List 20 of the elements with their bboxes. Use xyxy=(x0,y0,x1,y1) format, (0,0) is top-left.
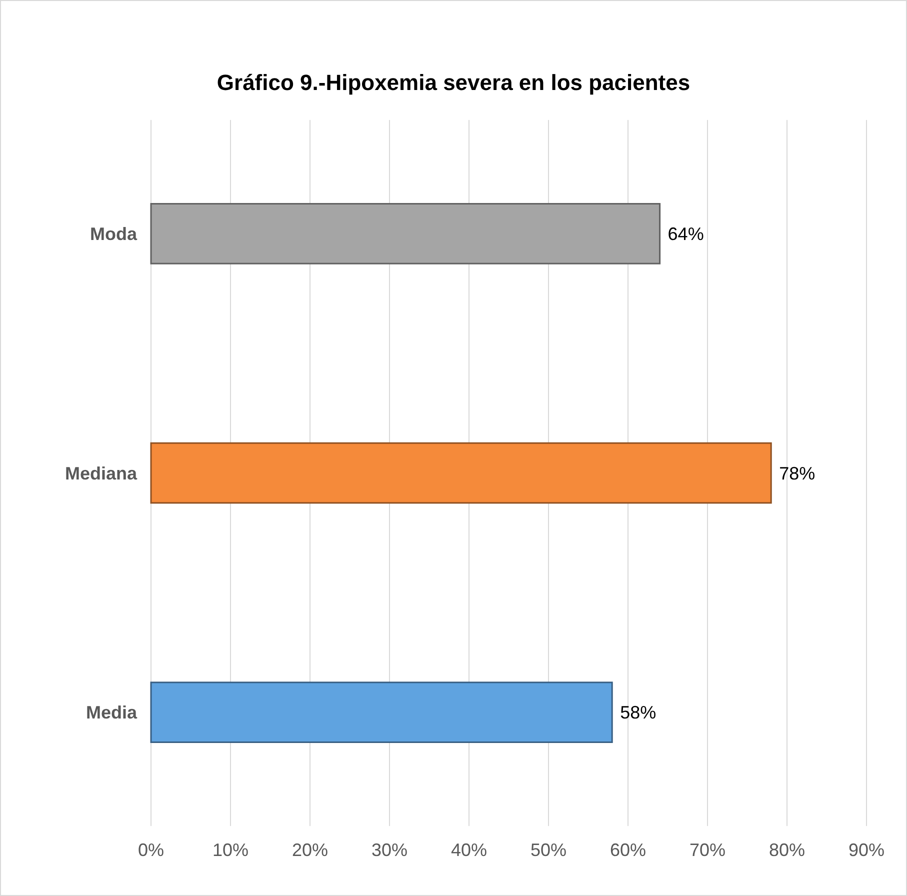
x-tick-label: 30% xyxy=(371,840,408,860)
x-tick-label: 80% xyxy=(768,840,806,860)
x-tick-label: 90% xyxy=(848,840,885,860)
data-label: 58% xyxy=(620,702,656,723)
y-tick-label: Mediana xyxy=(64,463,138,484)
bar xyxy=(150,203,661,264)
x-tick-label: 10% xyxy=(212,840,249,860)
x-tick-label: 60% xyxy=(610,840,646,860)
y-tick-label: Media xyxy=(86,702,138,723)
y-tick-label: Moda xyxy=(90,224,138,244)
x-tick-label: 40% xyxy=(450,840,488,860)
x-tick-label: 70% xyxy=(689,840,726,860)
bar xyxy=(150,442,772,504)
x-tick-label: 50% xyxy=(530,840,567,860)
x-tick-label: 0% xyxy=(138,840,164,860)
data-label: 78% xyxy=(779,463,816,484)
x-tick-label: 20% xyxy=(292,840,328,860)
chart-title: Gráfico 9.-Hipoxemia severa en los pacientes xyxy=(216,70,690,95)
bar xyxy=(150,682,613,743)
data-label: 64% xyxy=(668,224,704,244)
